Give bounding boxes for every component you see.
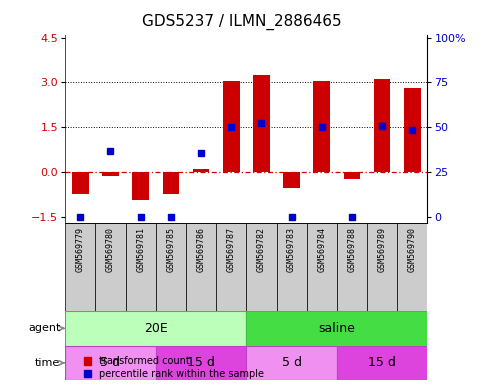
Bar bbox=[397, 223, 427, 311]
Text: 15 d: 15 d bbox=[368, 356, 396, 369]
Bar bbox=[193, 169, 209, 172]
Text: GSM569781: GSM569781 bbox=[136, 227, 145, 272]
Text: agent: agent bbox=[28, 323, 60, 333]
Text: 15 d: 15 d bbox=[187, 356, 215, 369]
Bar bbox=[284, 172, 300, 189]
Text: GSM569790: GSM569790 bbox=[408, 227, 417, 272]
Bar bbox=[65, 346, 156, 380]
Bar bbox=[65, 311, 246, 346]
Bar bbox=[246, 346, 337, 380]
Text: GSM569783: GSM569783 bbox=[287, 227, 296, 272]
Text: GSM569785: GSM569785 bbox=[166, 227, 175, 272]
Text: GSM569780: GSM569780 bbox=[106, 227, 115, 272]
Text: GSM569782: GSM569782 bbox=[257, 227, 266, 272]
Text: GSM569784: GSM569784 bbox=[317, 227, 327, 272]
Bar bbox=[404, 88, 421, 172]
Bar bbox=[246, 311, 427, 346]
Text: 5 d: 5 d bbox=[100, 356, 120, 369]
Text: saline: saline bbox=[318, 322, 355, 335]
Bar bbox=[246, 223, 276, 311]
Bar bbox=[223, 81, 240, 172]
Bar bbox=[307, 223, 337, 311]
Bar bbox=[96, 223, 126, 311]
Text: GSM569789: GSM569789 bbox=[378, 227, 387, 272]
Bar bbox=[337, 346, 427, 380]
Text: 5 d: 5 d bbox=[282, 356, 301, 369]
Bar bbox=[186, 223, 216, 311]
Bar bbox=[216, 223, 246, 311]
Bar bbox=[367, 223, 397, 311]
Bar bbox=[374, 79, 390, 172]
Legend: transformed count, percentile rank within the sample: transformed count, percentile rank withi… bbox=[80, 352, 268, 383]
Bar bbox=[132, 172, 149, 200]
Text: time: time bbox=[35, 358, 60, 368]
Bar bbox=[156, 223, 186, 311]
Bar bbox=[337, 223, 367, 311]
Bar bbox=[313, 81, 330, 172]
Bar bbox=[344, 172, 360, 179]
Bar bbox=[276, 223, 307, 311]
Bar bbox=[126, 223, 156, 311]
Text: GSM569779: GSM569779 bbox=[76, 227, 85, 272]
Bar bbox=[65, 223, 96, 311]
Text: GSM569787: GSM569787 bbox=[227, 227, 236, 272]
Bar bbox=[163, 172, 179, 194]
Bar bbox=[156, 346, 246, 380]
Bar bbox=[102, 172, 119, 176]
Text: GSM569788: GSM569788 bbox=[347, 227, 356, 272]
Text: GDS5237 / ILMN_2886465: GDS5237 / ILMN_2886465 bbox=[142, 13, 341, 30]
Text: GSM569786: GSM569786 bbox=[197, 227, 206, 272]
Bar bbox=[253, 75, 270, 172]
Text: 20E: 20E bbox=[144, 322, 168, 335]
Bar bbox=[72, 172, 88, 194]
